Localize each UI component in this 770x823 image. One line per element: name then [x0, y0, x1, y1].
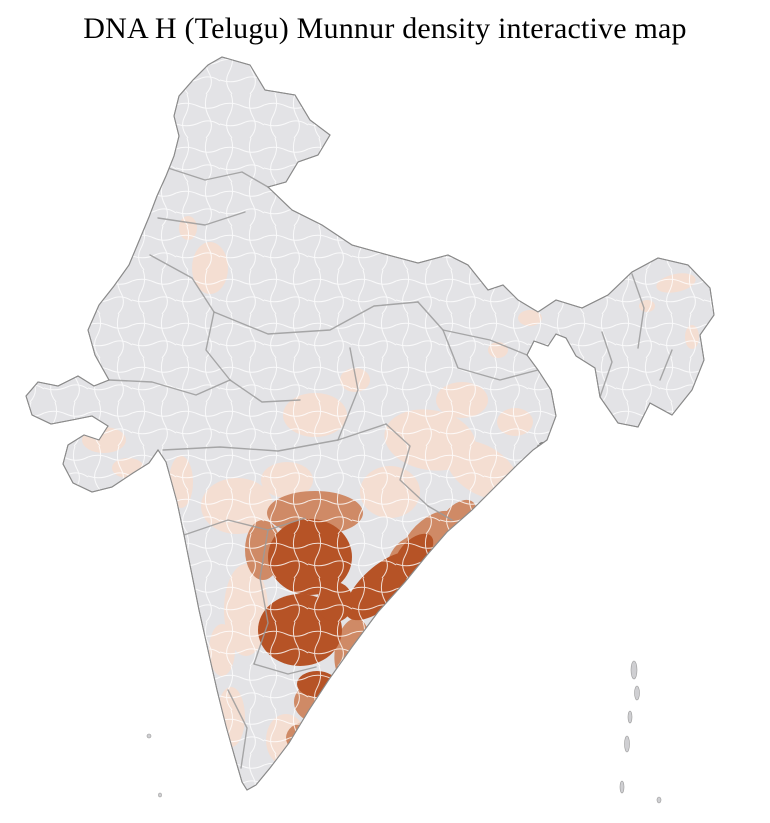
state-border-line: [183, 517, 306, 536]
district-region-low[interactable]: [283, 393, 347, 437]
island[interactable]: [624, 735, 630, 753]
page: DNA H (Telugu) Munnur density interactiv…: [0, 12, 770, 806]
state-border-line: [385, 423, 429, 507]
district-region-low[interactable]: [436, 382, 488, 418]
district-region-low[interactable]: [266, 714, 306, 766]
island[interactable]: [627, 710, 633, 724]
district-region-high[interactable]: [297, 671, 337, 697]
state-border-line: [427, 505, 453, 521]
district-region-low[interactable]: [685, 325, 699, 349]
district-region-low[interactable]: [518, 310, 542, 326]
state-border-line: [157, 211, 246, 226]
state-border-line: [227, 689, 248, 769]
state-border-line: [631, 273, 645, 349]
district-region-low[interactable]: [328, 741, 348, 759]
island[interactable]: [158, 792, 162, 798]
india-choropleth-map[interactable]: [0, 50, 770, 806]
island[interactable]: [656, 796, 662, 804]
urban-district-marker[interactable]: [536, 442, 550, 460]
state-border-line: [108, 379, 231, 396]
district-region-low[interactable]: [209, 624, 235, 676]
island[interactable]: [630, 660, 638, 680]
district-region-low[interactable]: [488, 342, 508, 358]
district-region-low[interactable]: [82, 427, 126, 453]
state-border-line: [442, 329, 539, 381]
state-borders: [108, 167, 673, 769]
state-border-line: [162, 423, 387, 452]
state-border-line: [659, 349, 673, 381]
district-region-low[interactable]: [112, 458, 144, 478]
map-container: [0, 50, 770, 806]
state-border-line: [213, 301, 419, 335]
district-region-low[interactable]: [360, 466, 420, 518]
page-title: DNA H (Telugu) Munnur density interactiv…: [83, 12, 687, 45]
island[interactable]: [634, 685, 640, 701]
district-region-low[interactable]: [169, 456, 193, 508]
district-region-high[interactable]: [317, 582, 353, 622]
state-border-line: [253, 529, 269, 665]
state-border-line: [167, 167, 269, 188]
island[interactable]: [146, 733, 152, 739]
state-border-line: [229, 379, 301, 403]
state-border-line: [337, 347, 359, 441]
state-border-line: [417, 301, 528, 356]
district-region-low[interactable]: [179, 216, 197, 240]
district-region-low[interactable]: [497, 408, 533, 436]
state-border-line: [599, 331, 613, 398]
island-chain: [146, 660, 662, 804]
state-border-line: [253, 663, 317, 675]
india-landmass[interactable]: [25, 56, 715, 791]
district-region-low[interactable]: [296, 759, 324, 781]
island[interactable]: [619, 780, 625, 794]
